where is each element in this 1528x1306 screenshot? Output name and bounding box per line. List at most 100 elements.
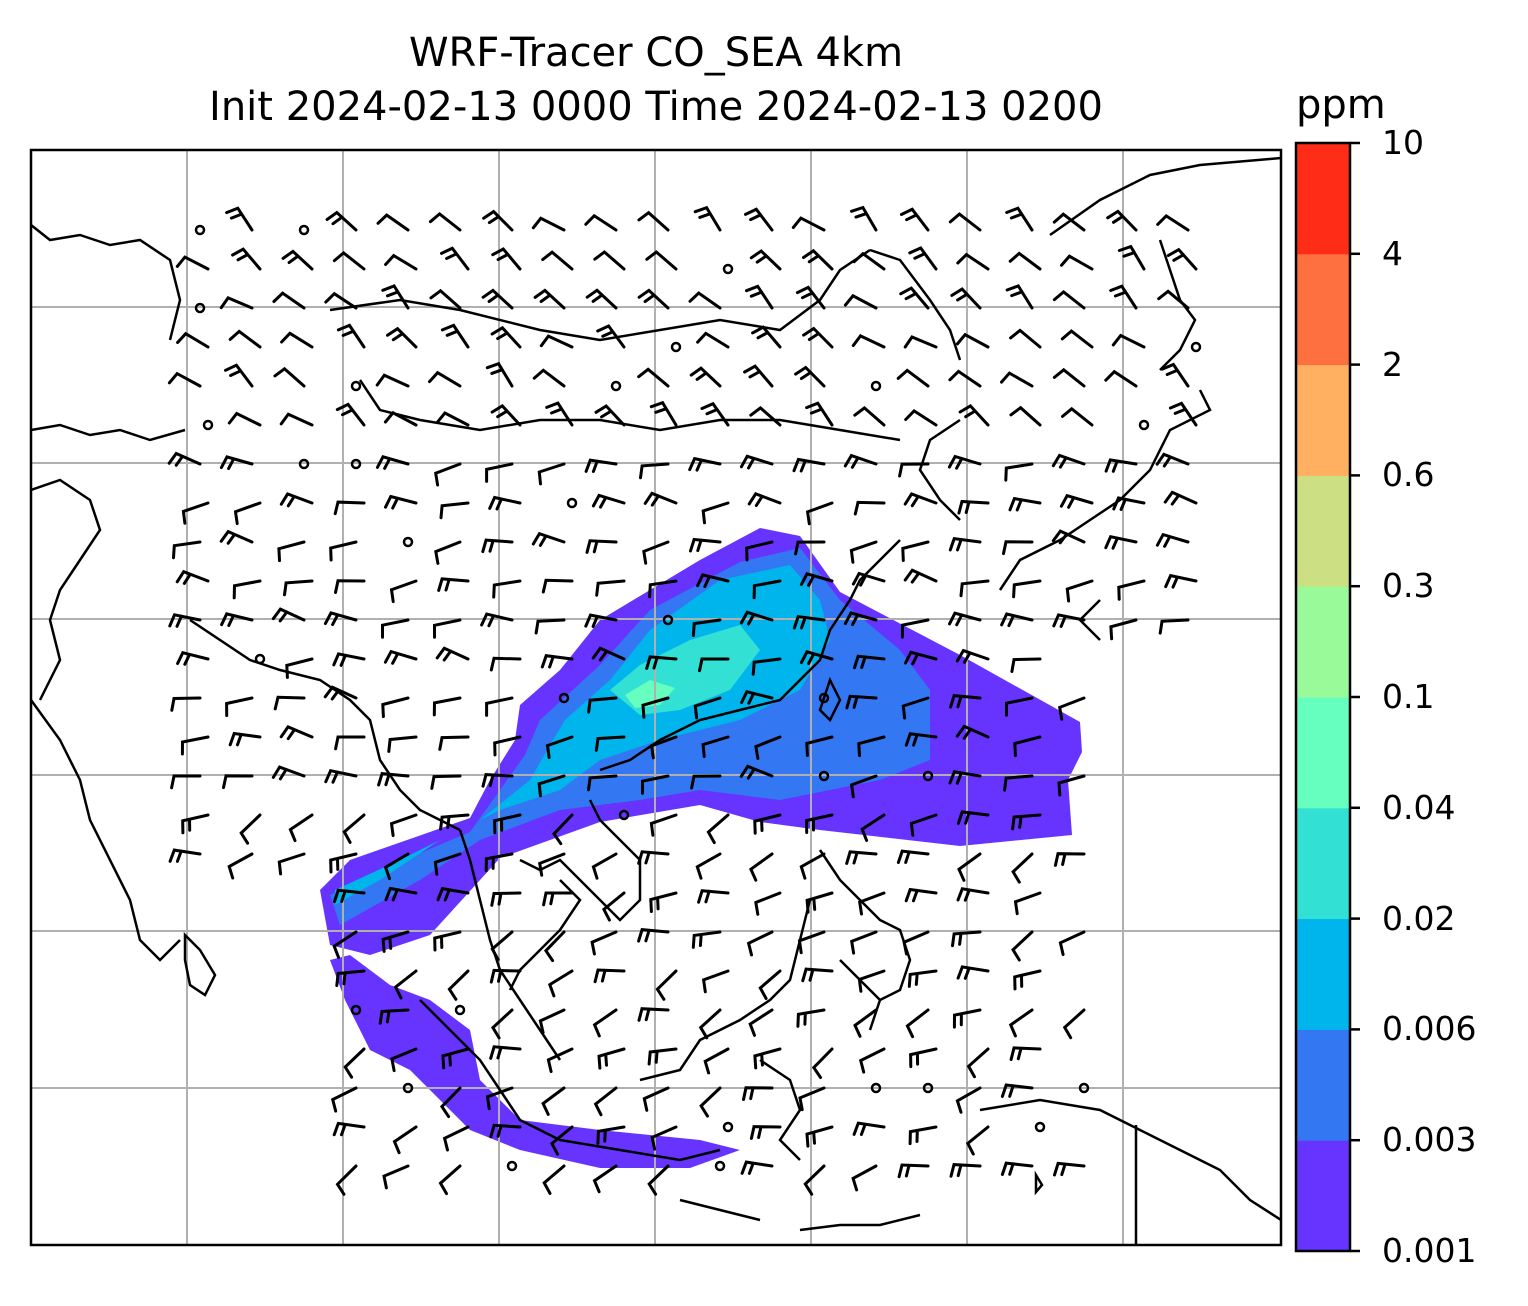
wind-barb [1104,534,1138,550]
wind-barb [1051,529,1086,545]
wind-barb [637,367,670,388]
wind-barb [332,1121,366,1137]
wind-barb [858,891,886,916]
wind-barb [591,852,618,880]
wind-barb [850,205,878,232]
wind-barb [799,852,826,880]
wind-barb [956,252,990,271]
wind-barb [176,331,210,349]
wind-barb [1111,333,1146,349]
wind-barb [434,540,462,565]
wind-barb [543,930,566,963]
wind-barb [537,774,566,798]
wind-barb [637,1007,670,1022]
wind-barb [480,612,514,628]
wind-barb [591,646,626,662]
wind-barb [1061,406,1094,427]
wind-barb [689,537,722,553]
wind-barb [491,247,522,271]
wind-barb [324,291,358,310]
wind-barb [1057,774,1086,797]
wind-barb [857,969,886,993]
wind-barb [376,213,410,232]
wind-barb [335,402,366,427]
wind-barb [688,291,722,310]
wind-barb [1052,289,1086,310]
wind-barb [845,850,878,865]
wind-barb [447,969,470,1001]
wind-barb [649,735,678,760]
wind-barb [754,735,782,760]
wind-barb [590,930,618,956]
wind-barb [531,531,566,547]
wind-barb [896,849,930,864]
wind-barb [697,889,730,904]
wind-barb [596,324,626,349]
calm-marker [818,770,830,782]
wind-barb [333,500,366,516]
wind-barb [593,250,626,271]
wind-barb [1163,490,1198,506]
wind-barb [852,251,886,271]
colorbar-segment [1296,364,1350,476]
map-gridlines [31,150,1281,1245]
wind-barb [1109,618,1138,641]
wind-barb [1010,657,1042,673]
wind-barb [602,891,626,922]
wind-barb [277,540,306,563]
wind-barb [751,325,782,349]
wind-barb [231,247,262,271]
wind-barb [1053,852,1086,867]
wind-barb [739,610,774,626]
wind-barb [643,491,678,507]
wind-barb [285,657,314,679]
wind-barb [956,965,990,980]
wind-barb [649,400,678,427]
wind-barb [329,852,358,874]
wind-barb [955,332,990,349]
wind-barb [645,250,678,271]
wind-barb [903,568,938,584]
wind-barb [281,249,314,271]
wind-barb [481,288,514,310]
wind-barb [592,1008,618,1038]
wind-barb [540,654,574,669]
calm-marker [298,224,310,236]
wind-barb [899,286,930,310]
wind-barb [948,536,982,552]
wind-barb [428,211,462,232]
wind-barb [541,578,574,594]
wind-barb [792,614,826,630]
wind-barb [336,323,366,349]
calm-marker [610,380,622,392]
wind-barb [181,813,210,835]
wind-barb [342,813,366,844]
wind-barb [753,1047,782,1070]
tracer-level-0.001-south [330,955,740,1168]
wind-barb [594,735,626,752]
wind-barb [377,771,410,787]
wind-barb [958,403,990,427]
wind-barb [381,284,410,310]
wind-barb [323,611,358,627]
wind-barb [381,618,410,639]
wind-barb [965,1125,990,1156]
wind-barb [1009,405,1042,427]
wind-barb [542,1164,566,1195]
wind-barb [1155,532,1190,548]
wind-barb [592,1164,618,1194]
wind-barb [272,291,306,310]
wind-barb [1117,244,1146,271]
wind-barb [430,774,462,790]
wind-barb [271,765,306,781]
wind-barb [853,500,886,516]
wind-barb [745,284,774,310]
wind-barb [1012,579,1042,599]
wind-barb [170,774,202,790]
wind-barb [233,501,262,526]
calm-marker [1078,1082,1090,1094]
wind-barb [273,366,306,388]
colorbar-tick-label: 4 [1382,233,1403,273]
tracer-field [320,528,1082,1168]
wind-barb [703,1047,730,1075]
